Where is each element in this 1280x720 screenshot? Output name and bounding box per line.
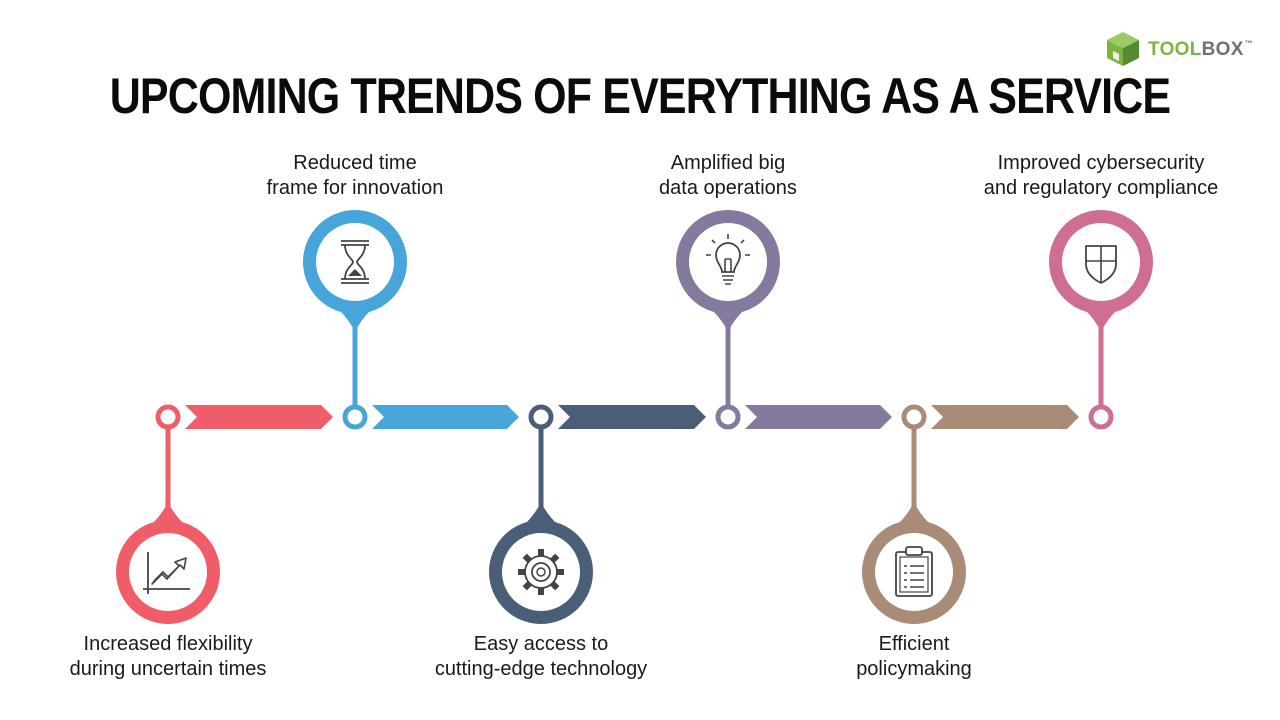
trend-label-line: Efficient xyxy=(878,633,950,655)
trend-label-line: frame for innovation xyxy=(266,177,444,199)
trend-label-4: Amplified big data operations xyxy=(588,151,868,201)
logo-part-box: BOX xyxy=(1201,39,1244,60)
trend-label-line: during uncertain times xyxy=(69,658,267,680)
clipboard-icon xyxy=(895,546,933,597)
timeline-arrow-4 xyxy=(745,405,892,429)
trend-label-line: and regulatory compliance xyxy=(983,177,1219,199)
trend-label-line: Improved cybersecurity xyxy=(997,152,1205,174)
timeline-node xyxy=(528,404,554,430)
trend-3 xyxy=(489,404,706,624)
icon-disc xyxy=(689,223,767,301)
icon-disc xyxy=(129,533,207,611)
trend-label-6: Improved cybersecurity and regulatory com… xyxy=(961,151,1241,201)
trend-6 xyxy=(1049,210,1153,430)
icon-disc xyxy=(316,223,394,301)
toolbox-logo: TOOLBOX™ xyxy=(1104,30,1264,68)
logo-wordmark: TOOLBOX™ xyxy=(1148,39,1253,61)
lightbulb-icon xyxy=(706,234,750,285)
trend-2 xyxy=(303,210,519,430)
timeline-node xyxy=(1088,404,1114,430)
timeline-arrow-5 xyxy=(931,405,1079,429)
growth-chart-icon xyxy=(143,552,190,594)
timeline-arrow-2 xyxy=(372,405,519,429)
trend-label-5: Efficient policymaking xyxy=(774,632,1054,682)
gear-icon xyxy=(518,549,564,595)
cube-icon xyxy=(1107,32,1139,66)
hourglass-icon xyxy=(341,240,369,284)
trend-label-3: Easy access to cutting-edge technology xyxy=(401,632,681,682)
timeline-node xyxy=(901,404,927,430)
icon-disc xyxy=(875,533,953,611)
timeline-arrow-1 xyxy=(185,405,333,429)
page-title: UPCOMING TRENDS OF EVERYTHING AS A SERVI… xyxy=(109,68,1171,124)
trend-1 xyxy=(116,404,333,624)
trend-label-1: Increased flexibility during uncertain ti… xyxy=(28,632,308,682)
trend-5 xyxy=(862,404,1079,624)
timeline-arrow-3 xyxy=(558,405,706,429)
trend-label-line: cutting-edge technology xyxy=(434,658,648,680)
timeline-node xyxy=(155,404,181,430)
logo-part-tool: TOOL xyxy=(1148,39,1202,60)
trend-label-line: data operations xyxy=(659,177,797,199)
shield-icon xyxy=(1085,245,1117,284)
trend-label-line: Amplified big xyxy=(670,152,786,174)
trend-label-line: Reduced time xyxy=(293,152,417,174)
timeline-node xyxy=(342,404,368,430)
logo-trademark: ™ xyxy=(1244,39,1254,48)
trend-4 xyxy=(676,210,892,430)
timeline-node xyxy=(715,404,741,430)
trend-label-line: Increased flexibility xyxy=(83,633,253,655)
trend-label-line: policymaking xyxy=(856,658,972,680)
trend-label-2: Reduced time frame for innovation xyxy=(215,151,495,201)
trend-label-line: Easy access to xyxy=(473,633,609,655)
